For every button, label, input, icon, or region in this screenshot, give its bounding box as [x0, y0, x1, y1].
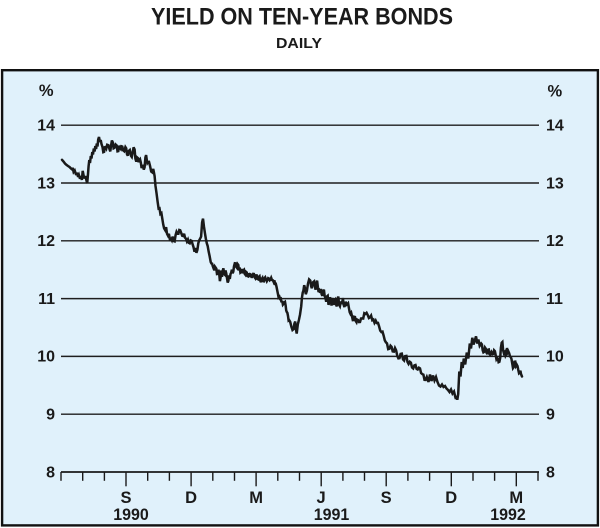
svg-text:14: 14: [546, 118, 564, 135]
svg-text:J: J: [317, 489, 326, 507]
svg-text:11: 11: [546, 291, 563, 308]
svg-text:1992: 1992: [490, 506, 526, 524]
svg-text:10: 10: [37, 349, 55, 366]
svg-text:DAILY: DAILY: [276, 35, 322, 52]
svg-text:8: 8: [546, 464, 555, 481]
svg-text:12: 12: [37, 233, 55, 250]
svg-text:YIELD ON TEN-YEAR BONDS: YIELD ON TEN-YEAR BONDS: [151, 4, 453, 31]
svg-text:8: 8: [46, 464, 55, 481]
svg-text:9: 9: [46, 407, 55, 424]
svg-text:%: %: [39, 82, 54, 100]
svg-text:13: 13: [546, 175, 564, 192]
svg-text:14: 14: [37, 118, 55, 135]
svg-text:1991: 1991: [314, 506, 350, 524]
svg-text:D: D: [445, 489, 457, 507]
svg-text:S: S: [120, 489, 131, 507]
svg-text:S: S: [381, 489, 392, 507]
svg-text:1990: 1990: [113, 506, 149, 524]
svg-text:%: %: [548, 83, 563, 101]
svg-text:10: 10: [546, 349, 564, 366]
svg-text:13: 13: [37, 175, 55, 192]
svg-text:M: M: [249, 489, 263, 507]
svg-text:11: 11: [38, 291, 55, 308]
svg-text:9: 9: [546, 407, 555, 424]
svg-text:D: D: [185, 489, 197, 507]
svg-text:12: 12: [546, 233, 564, 250]
svg-text:M: M: [509, 489, 523, 507]
